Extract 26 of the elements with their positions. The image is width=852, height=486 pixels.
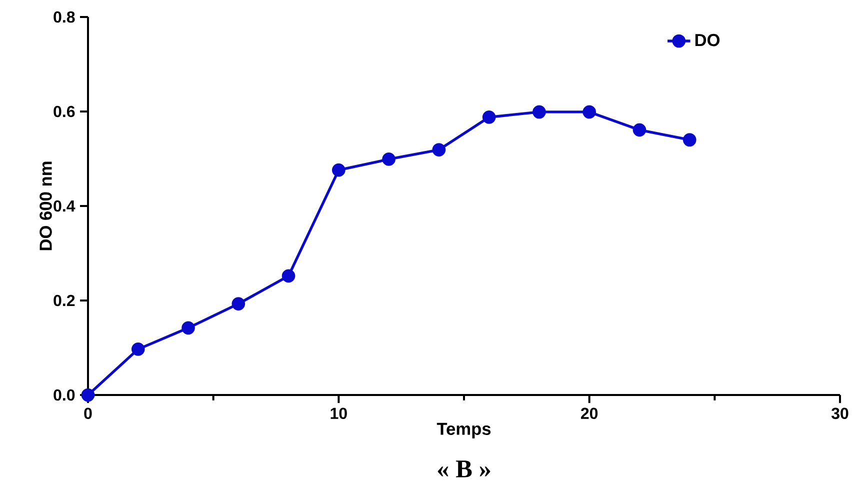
legend-label: DO [695, 34, 720, 46]
point [332, 163, 346, 177]
point [432, 143, 446, 156]
y-axis-title: DO 600 nm [40, 162, 52, 250]
point [182, 321, 195, 335]
y-tick-label: 0.4 [54, 200, 76, 212]
text: « B » [438, 460, 490, 478]
point [382, 152, 396, 166]
x-tick-label: 30 [831, 408, 848, 420]
point [482, 110, 496, 124]
point [532, 105, 546, 119]
y-tick-label: 0.2 [54, 294, 75, 306]
y-tick-label: 0.6 [54, 106, 75, 118]
point [282, 269, 296, 283]
x-tick-label: 0 [84, 408, 92, 420]
point [582, 105, 596, 119]
y-tick-label: 0.0 [54, 389, 75, 401]
point [682, 133, 696, 147]
y-tick-label: 0.8 [54, 11, 75, 23]
x-tick-label: 10 [330, 408, 347, 420]
point [632, 123, 646, 137]
x-tick-label: 20 [581, 408, 598, 420]
point [232, 297, 246, 310]
point [131, 342, 145, 356]
point [81, 388, 95, 402]
x-axis-title: Temps [436, 422, 491, 438]
